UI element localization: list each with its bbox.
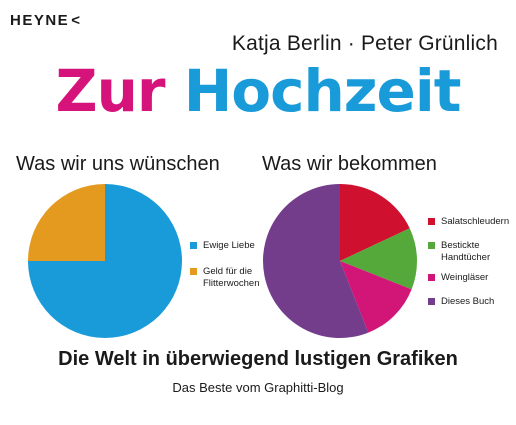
authors: Katja Berlin · Peter Grünlich bbox=[231, 32, 498, 55]
pie-slice-dieses-buch bbox=[263, 184, 369, 338]
legend-label: Ewige Liebe bbox=[203, 240, 255, 251]
legend-swatch bbox=[190, 242, 197, 249]
pie-slice-bestickte-handtücher bbox=[340, 228, 417, 290]
pie-slice-salatschleudern bbox=[340, 184, 410, 261]
legend-label: Bestickte Handtücher bbox=[441, 240, 491, 263]
subline: Das Beste vom Graphitti-Blog bbox=[172, 380, 344, 395]
legend-label: Geld für die Flitterwochen bbox=[203, 266, 260, 289]
legend-label: Weingläser bbox=[441, 272, 489, 283]
book-title: Zur Hochzeit bbox=[0, 58, 516, 124]
pie-chart-wishes bbox=[28, 184, 182, 338]
title-word-1: Zur bbox=[55, 57, 166, 125]
chart-1-title: Was wir uns wünschen bbox=[16, 153, 220, 175]
publisher-name: HEYNE bbox=[10, 12, 70, 29]
legend-label: Dieses Buch bbox=[441, 296, 495, 307]
legend-item: Salatschleudern bbox=[428, 216, 510, 228]
pie-chart-received bbox=[263, 184, 417, 338]
legend-swatch bbox=[428, 218, 435, 225]
publisher-logo: HEYNE < bbox=[10, 12, 81, 29]
pie-slice-weingläser bbox=[340, 261, 412, 333]
legend-swatch bbox=[428, 298, 435, 305]
title-word-2: Hochzeit bbox=[183, 57, 462, 125]
publisher-mark: < bbox=[71, 12, 82, 29]
legend-received: Salatschleudern Bestickte Handtücher Weing… bbox=[428, 216, 513, 316]
legend-item: Dieses Buch bbox=[428, 296, 508, 308]
tagline: Die Welt in überwiegend lustigen Grafike… bbox=[58, 348, 458, 370]
legend-item: Geld für die Flitterwochen bbox=[190, 266, 270, 290]
legend-wishes: Ewige Liebe Geld für die Flitterwochen bbox=[190, 240, 280, 300]
legend-swatch bbox=[428, 242, 435, 249]
legend-label: Salatschleudern bbox=[441, 216, 510, 227]
pie-slice-geld-für-die-flitterwochen bbox=[28, 184, 105, 261]
legend-item: Bestickte Handtücher bbox=[428, 240, 508, 264]
legend-swatch bbox=[190, 268, 197, 275]
legend-swatch bbox=[428, 274, 435, 281]
legend-item: Ewige Liebe bbox=[190, 240, 270, 252]
chart-2-title: Was wir bekommen bbox=[262, 153, 437, 175]
legend-item: Weingläser bbox=[428, 272, 508, 284]
